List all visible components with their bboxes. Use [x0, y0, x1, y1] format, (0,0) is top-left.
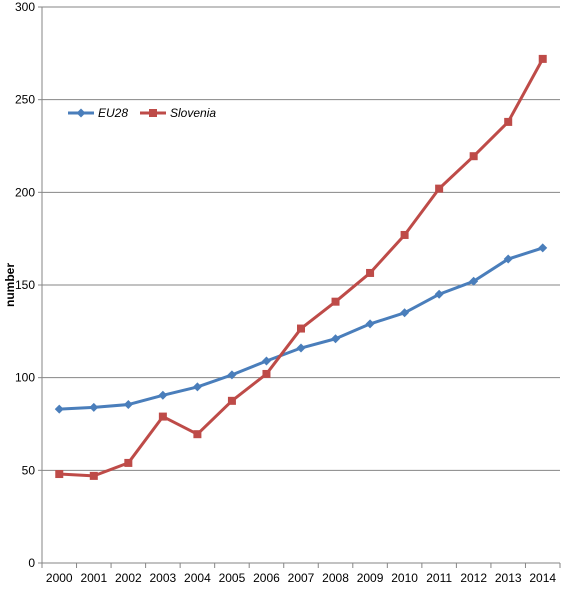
- y-tick-label: 50: [22, 463, 36, 477]
- x-tick-label: 2000: [46, 571, 73, 585]
- data-point: [400, 230, 409, 239]
- data-point: [227, 370, 237, 380]
- y-tick-label: 150: [15, 278, 35, 292]
- data-point: [227, 396, 236, 405]
- legend-marker: [76, 108, 86, 118]
- y-tick-label: 300: [15, 0, 35, 14]
- data-point: [469, 276, 479, 286]
- data-point: [503, 254, 513, 264]
- x-tick-label: 2003: [150, 571, 177, 585]
- data-point: [365, 319, 375, 329]
- data-point: [366, 268, 375, 277]
- data-point: [331, 297, 340, 306]
- data-point: [192, 382, 202, 392]
- y-tick-label: 250: [15, 93, 35, 107]
- data-point: [158, 390, 168, 400]
- data-point: [331, 334, 341, 344]
- data-point: [504, 117, 513, 126]
- data-point: [89, 402, 99, 412]
- series-eu28: [54, 243, 548, 414]
- x-tick-label: 2010: [391, 571, 418, 585]
- x-tick-label: 2002: [115, 571, 142, 585]
- series-slovenia: [55, 54, 547, 480]
- legend-item-eu28: EU28: [68, 106, 128, 120]
- x-tick-label: 2011: [426, 571, 452, 585]
- x-tick-label: 2008: [322, 571, 349, 585]
- legend-marker: [149, 109, 157, 117]
- x-tick-label: 2014: [529, 571, 556, 585]
- legend-label: EU28: [98, 106, 128, 120]
- y-tick-labels: 0 50 100 150 200 250 300: [15, 0, 35, 570]
- data-point: [435, 184, 444, 193]
- x-tick-label: 2013: [495, 571, 522, 585]
- data-point: [124, 458, 133, 467]
- x-tick-label: 2012: [460, 571, 487, 585]
- data-point: [297, 324, 305, 333]
- x-tick-label: 2001: [80, 571, 107, 585]
- data-point: [158, 412, 167, 421]
- x-tick-label: 2007: [288, 571, 315, 585]
- x-tick-label: 2005: [219, 571, 246, 585]
- data-point: [123, 400, 133, 410]
- data-point: [538, 54, 547, 63]
- data-point: [89, 471, 98, 480]
- legend-item-slovenia: Slovenia: [140, 106, 216, 120]
- series-line: [59, 58, 545, 478]
- data-point: [469, 152, 478, 161]
- series: [54, 54, 548, 480]
- data-point: [193, 430, 202, 439]
- y-tick-label: 0: [28, 556, 35, 570]
- y-tick-label: 100: [15, 371, 35, 385]
- data-point: [261, 356, 271, 366]
- x-tick-labels: 2000 2001 2002 2003 2004 2005 2006 2007 2008 2009…: [46, 571, 556, 585]
- x-tick-label: 2009: [357, 571, 384, 585]
- x-tick-label: 2004: [184, 571, 211, 585]
- data-point: [54, 404, 64, 414]
- data-point: [400, 308, 410, 318]
- y-tick-label: 200: [15, 185, 35, 199]
- data-point: [538, 243, 548, 253]
- data-point: [296, 343, 306, 353]
- data-point: [434, 289, 444, 299]
- axes: [38, 6, 561, 568]
- x-tick-label: 2006: [253, 571, 280, 585]
- gridlines: [42, 6, 560, 471]
- legend: EU28 Slovenia: [68, 106, 216, 120]
- data-point: [262, 369, 271, 378]
- data-point: [55, 470, 64, 479]
- legend-label: Slovenia: [170, 106, 216, 120]
- y-axis-title: number: [3, 263, 17, 307]
